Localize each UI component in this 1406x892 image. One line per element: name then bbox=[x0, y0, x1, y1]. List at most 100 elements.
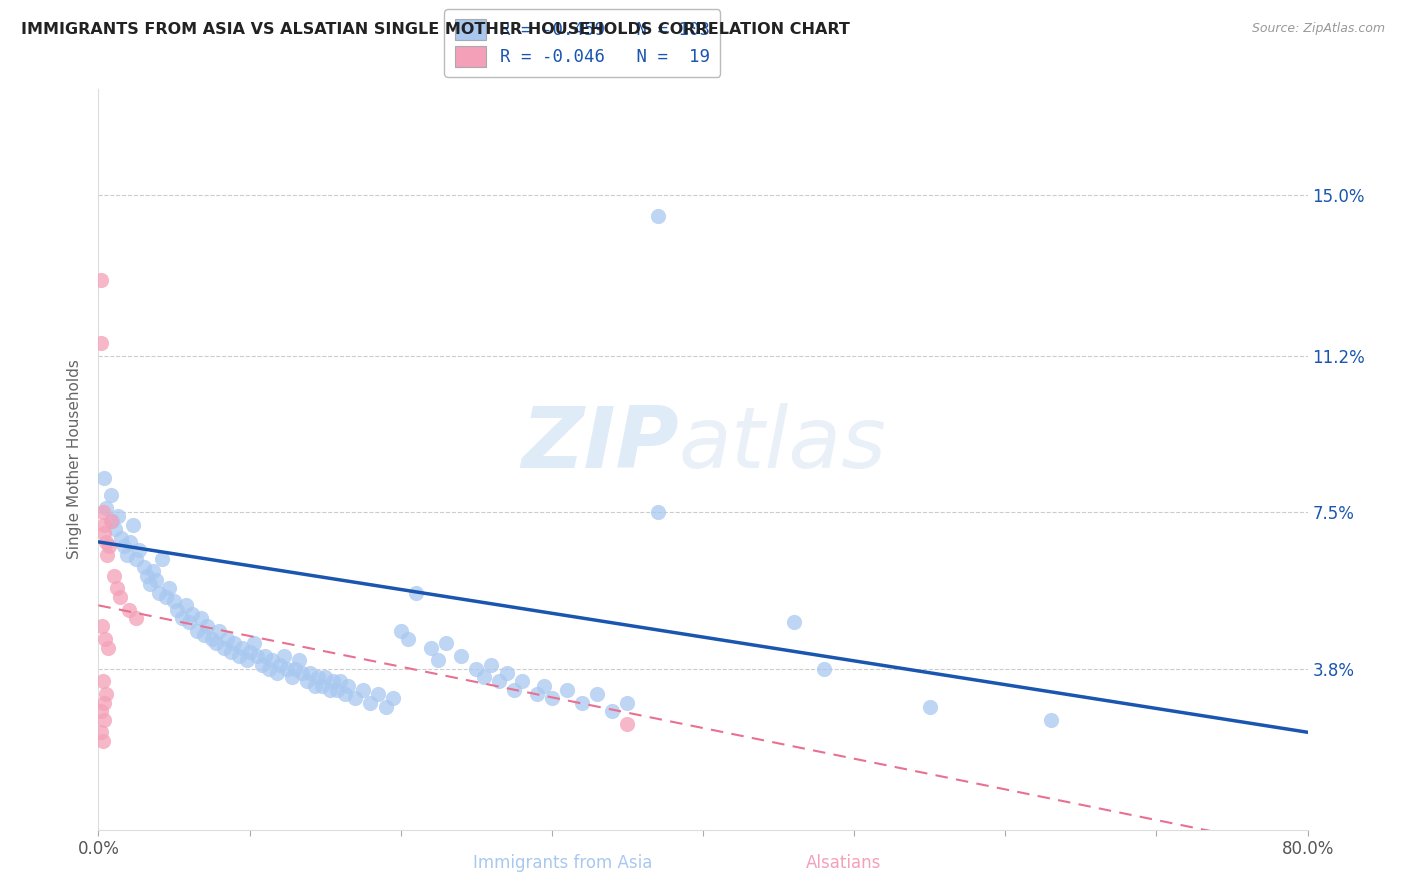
Point bbox=[288, 653, 311, 667]
Point bbox=[110, 531, 132, 545]
Point bbox=[291, 666, 314, 681]
Point bbox=[201, 632, 224, 647]
Point bbox=[253, 649, 276, 664]
Point bbox=[336, 679, 359, 693]
Point bbox=[382, 691, 405, 706]
Point bbox=[269, 657, 291, 672]
Point bbox=[239, 645, 262, 659]
Text: atlas: atlas bbox=[679, 403, 887, 486]
Point bbox=[108, 590, 131, 604]
Text: Alsatians: Alsatians bbox=[806, 855, 882, 872]
Point bbox=[186, 624, 208, 638]
Point bbox=[616, 696, 638, 710]
Point bbox=[150, 551, 173, 566]
Point bbox=[90, 725, 112, 739]
Point bbox=[367, 687, 389, 701]
Point bbox=[344, 691, 367, 706]
Point bbox=[503, 682, 526, 697]
Point bbox=[322, 674, 344, 689]
Point bbox=[93, 518, 115, 533]
Point bbox=[93, 526, 115, 541]
Point bbox=[139, 577, 162, 591]
Point bbox=[93, 713, 115, 727]
Point bbox=[97, 640, 120, 655]
Point bbox=[91, 619, 114, 633]
Point bbox=[118, 602, 141, 616]
Text: IMMIGRANTS FROM ASIA VS ALSATIAN SINGLE MOTHER HOUSEHOLDS CORRELATION CHART: IMMIGRANTS FROM ASIA VS ALSATIAN SINGLE … bbox=[21, 22, 851, 37]
Point bbox=[104, 522, 127, 536]
Point bbox=[250, 657, 273, 672]
Point bbox=[1039, 713, 1062, 727]
Point bbox=[94, 632, 117, 647]
Point bbox=[495, 666, 517, 681]
Point bbox=[235, 653, 257, 667]
Point bbox=[333, 687, 356, 701]
Point bbox=[103, 568, 125, 582]
Point bbox=[262, 653, 284, 667]
Point bbox=[100, 488, 122, 502]
Point bbox=[533, 679, 555, 693]
Point bbox=[304, 679, 326, 693]
Point bbox=[243, 636, 266, 650]
Point bbox=[352, 682, 374, 697]
Point bbox=[107, 509, 129, 524]
Point bbox=[135, 568, 157, 582]
Point bbox=[125, 611, 148, 625]
Point bbox=[142, 565, 165, 579]
Point bbox=[193, 628, 215, 642]
Point bbox=[540, 691, 562, 706]
Point bbox=[360, 696, 382, 710]
Point bbox=[616, 716, 638, 731]
Point bbox=[427, 653, 450, 667]
Point bbox=[307, 670, 329, 684]
Point bbox=[112, 539, 135, 553]
Point bbox=[122, 518, 145, 533]
Point bbox=[224, 636, 246, 650]
Point bbox=[98, 539, 121, 553]
Point bbox=[813, 662, 835, 676]
Point bbox=[450, 649, 472, 664]
Point bbox=[311, 679, 333, 693]
Point bbox=[273, 649, 295, 664]
Point bbox=[276, 662, 298, 676]
Point bbox=[434, 636, 457, 650]
Point bbox=[510, 674, 533, 689]
Point bbox=[205, 636, 228, 650]
Point bbox=[128, 543, 150, 558]
Point bbox=[94, 687, 117, 701]
Text: ZIP: ZIP bbox=[522, 403, 679, 486]
Point bbox=[91, 733, 114, 747]
Point bbox=[526, 687, 548, 701]
Point bbox=[90, 272, 112, 286]
Text: Source: ZipAtlas.com: Source: ZipAtlas.com bbox=[1251, 22, 1385, 36]
Point bbox=[472, 670, 495, 684]
Point bbox=[555, 682, 578, 697]
Point bbox=[647, 209, 669, 223]
Point bbox=[326, 682, 349, 697]
Point bbox=[93, 471, 115, 485]
Point bbox=[125, 551, 148, 566]
Point bbox=[101, 514, 124, 528]
Point bbox=[94, 501, 117, 516]
Point bbox=[179, 615, 201, 630]
Point bbox=[374, 699, 396, 714]
Point bbox=[281, 670, 304, 684]
Point bbox=[115, 548, 138, 562]
Point bbox=[208, 624, 231, 638]
Point bbox=[246, 649, 269, 664]
Point bbox=[221, 645, 243, 659]
Point bbox=[94, 534, 117, 549]
Point bbox=[190, 611, 212, 625]
Point bbox=[90, 704, 112, 718]
Point bbox=[212, 640, 235, 655]
Point bbox=[318, 682, 340, 697]
Point bbox=[602, 704, 624, 718]
Point bbox=[195, 619, 218, 633]
Point bbox=[163, 594, 186, 608]
Point bbox=[155, 590, 177, 604]
Point bbox=[148, 585, 170, 599]
Point bbox=[166, 602, 188, 616]
Point bbox=[783, 615, 806, 630]
Legend: R = -0.459   N = 103, R = -0.046   N =  19: R = -0.459 N = 103, R = -0.046 N = 19 bbox=[444, 9, 720, 77]
Point bbox=[405, 585, 427, 599]
